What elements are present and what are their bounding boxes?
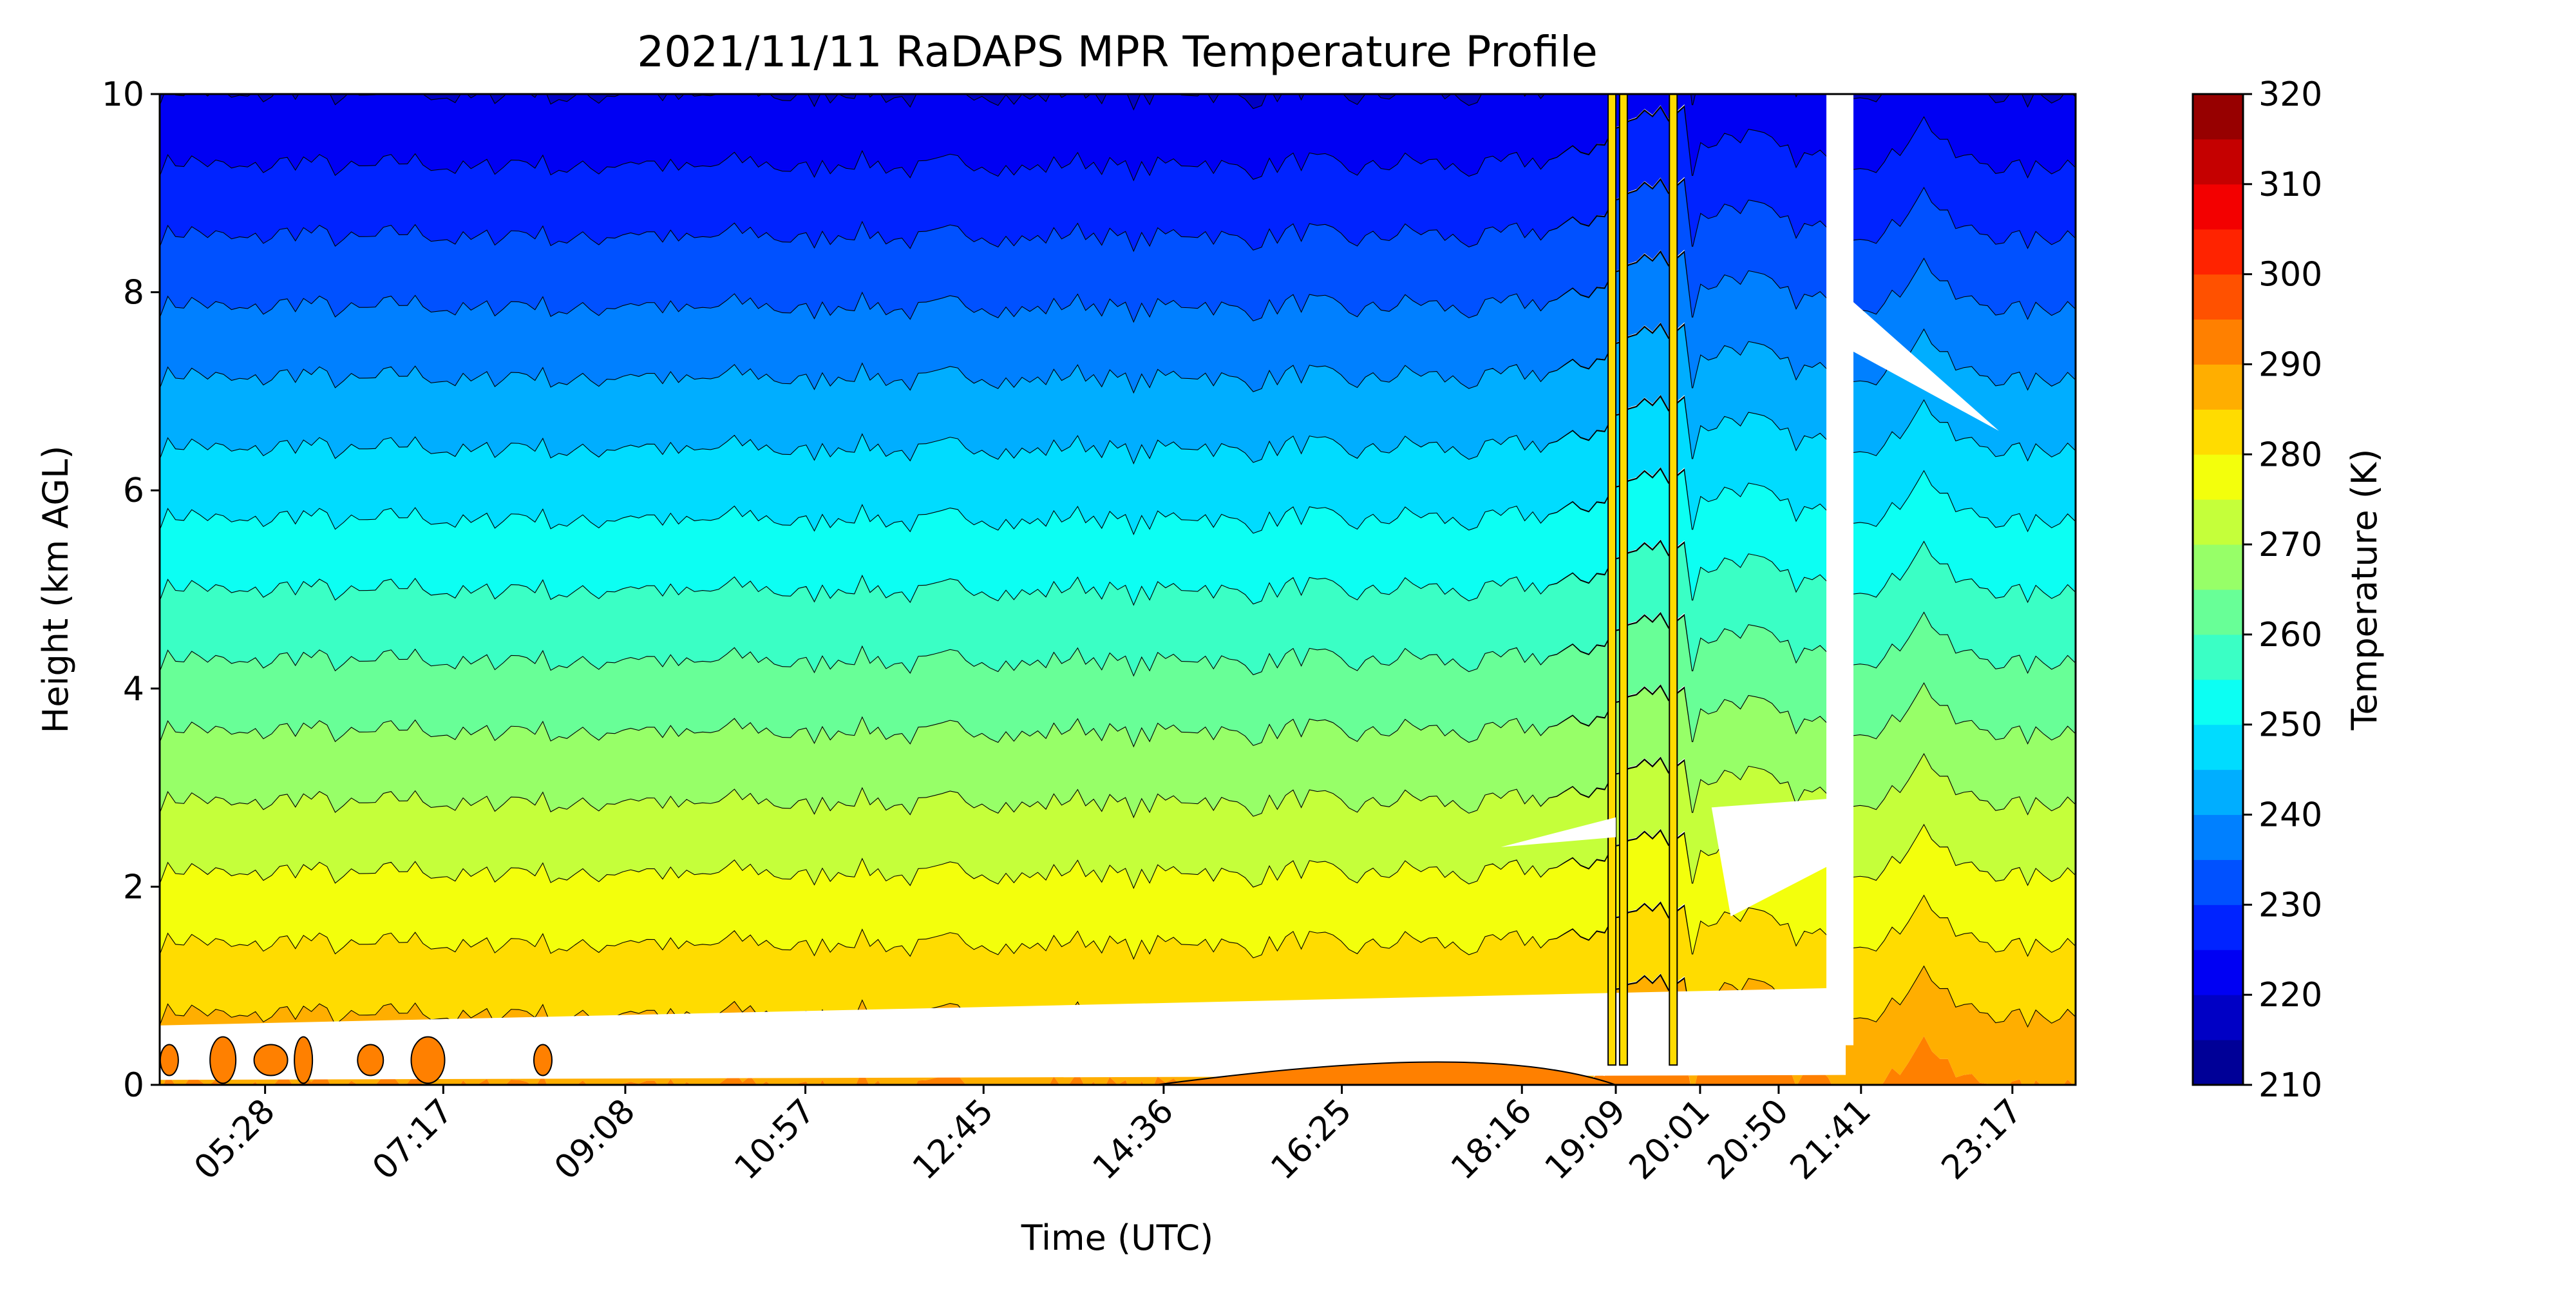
colorbar-segment xyxy=(2193,409,2243,455)
colorbar-tick-label: 320 xyxy=(2259,75,2322,114)
contour-band xyxy=(160,178,2076,321)
colorbar-segment xyxy=(2193,995,2243,1040)
x-tick-label: 21:41 xyxy=(1783,1092,1879,1187)
contour-band xyxy=(160,396,2076,533)
contour-band xyxy=(160,94,2076,180)
contour-band xyxy=(160,752,2076,888)
colorbar-segment xyxy=(2193,589,2243,635)
y-tick-label: 4 xyxy=(123,670,144,709)
colorbar-frame xyxy=(2192,93,2244,1086)
x-tick-label: 14:36 xyxy=(1086,1092,1181,1187)
x-tick-label: 07:17 xyxy=(365,1092,460,1187)
surface-warm-blob xyxy=(357,1044,384,1076)
colorbar-tick-label: 260 xyxy=(2259,616,2322,655)
surface-warm-patch xyxy=(1155,1061,1616,1085)
missing-data-wedge xyxy=(1853,301,1999,431)
colorbar-segment xyxy=(2193,769,2243,816)
y-axis: 0 2 4 6 8 10 xyxy=(102,75,160,1105)
convective-spike xyxy=(1618,94,1628,1066)
colorbar-segment xyxy=(2193,454,2243,500)
surface-warm-blob xyxy=(294,1036,314,1084)
plot-frame xyxy=(158,93,2077,1086)
x-tick-label: 05:28 xyxy=(187,1092,282,1187)
y-tick-label: 8 xyxy=(123,274,144,312)
missing-data-wedge xyxy=(1501,817,1616,847)
colorbar-segment xyxy=(2193,229,2243,275)
x-tick-label: 19:09 xyxy=(1538,1092,1633,1187)
colorbar: 210 220 230 240 250 260 270 280 290 300 310 320 xyxy=(2192,75,2322,1105)
x-tick-label: 23:17 xyxy=(1935,1092,2030,1187)
convective-spike xyxy=(1669,94,1678,1066)
colorbar-tick-label: 290 xyxy=(2259,345,2322,384)
y-tick-label: 0 xyxy=(123,1066,144,1105)
x-tick-label: 20:50 xyxy=(1701,1092,1796,1187)
colorbar-segment xyxy=(2193,724,2243,770)
x-axis-label: Time (UTC) xyxy=(1021,1218,1214,1258)
contour-band xyxy=(160,682,2076,817)
surface-warm-blob xyxy=(209,1036,237,1084)
y-axis-label: Height (km AGL) xyxy=(35,446,76,734)
colorbar-tick-label: 280 xyxy=(2259,435,2322,474)
x-tick-label: 18:16 xyxy=(1444,1092,1539,1187)
x-axis: 05:28 07:17 09:08 10:57 12:45 14:36 16:25 18:16… xyxy=(187,1085,2030,1187)
colorbar-segment xyxy=(2193,139,2243,185)
colorbar-tick-label: 250 xyxy=(2259,706,2322,745)
colorbar-tick-label: 210 xyxy=(2259,1066,2322,1105)
missing-data-column xyxy=(1826,94,1853,1046)
colorbar-segment xyxy=(2193,274,2243,320)
surface-warm-blob xyxy=(253,1044,289,1076)
x-tick-label: 20:01 xyxy=(1622,1092,1718,1187)
convective-spike xyxy=(1607,94,1617,1066)
missing-data-wedge xyxy=(1711,797,1846,917)
colorbar-segment xyxy=(2193,634,2243,680)
contour-band xyxy=(160,251,2076,392)
colorbar-segment xyxy=(2193,859,2243,905)
colorbar-segment xyxy=(2193,499,2243,545)
y-tick-label: 6 xyxy=(123,472,144,510)
contour-band xyxy=(160,323,2076,463)
colorbar-segment xyxy=(2193,950,2243,995)
colorbar-tick-label: 230 xyxy=(2259,886,2322,924)
x-tick-label: 10:57 xyxy=(727,1092,822,1187)
colorbar-segment xyxy=(2193,679,2243,725)
plot-area xyxy=(160,94,2076,1085)
x-tick-label: 09:08 xyxy=(547,1092,643,1187)
surface-warm-blob xyxy=(160,1044,179,1076)
colorbar-tick-label: 240 xyxy=(2259,796,2322,835)
colorbar-segment xyxy=(2193,94,2243,140)
colorbar-segment xyxy=(2193,1040,2243,1085)
contour-band xyxy=(160,94,2076,109)
colorbar-segment xyxy=(2193,364,2243,410)
colorbar-segment xyxy=(2193,904,2243,950)
y-tick-label: 2 xyxy=(123,868,144,906)
contour-band xyxy=(160,823,2076,959)
contour-band xyxy=(160,106,2076,251)
colorbar-segment xyxy=(2193,544,2243,590)
missing-data-band xyxy=(160,988,1846,1080)
surface-warm-blob xyxy=(533,1044,553,1076)
colorbar-tick-label: 300 xyxy=(2259,256,2322,294)
colorbar-tick-label: 310 xyxy=(2259,166,2322,204)
colorbar-segment xyxy=(2193,814,2243,860)
surface-warm-blob xyxy=(410,1036,446,1084)
x-tick-label: 12:45 xyxy=(905,1092,1001,1187)
colorbar-tick-label: 220 xyxy=(2259,976,2322,1015)
colorbar-label: Temperature (K) xyxy=(2344,449,2385,731)
colorbar-tick-label: 270 xyxy=(2259,526,2322,564)
colorbar-segment xyxy=(2193,319,2243,365)
colorbar-segment xyxy=(2193,184,2243,230)
chart-title: 2021/11/11 RaDAPS MPR Temperature Profil… xyxy=(637,27,1598,77)
y-tick-label: 10 xyxy=(102,75,144,114)
x-tick-label: 16:25 xyxy=(1264,1092,1359,1187)
